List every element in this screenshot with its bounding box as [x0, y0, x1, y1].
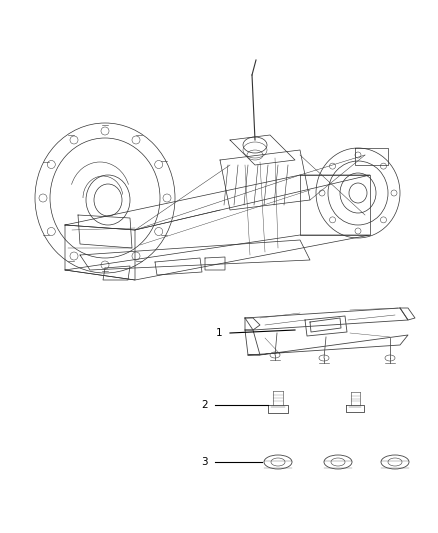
- Text: 2: 2: [201, 400, 208, 410]
- Text: 3: 3: [201, 457, 208, 467]
- Text: 1: 1: [215, 328, 222, 338]
